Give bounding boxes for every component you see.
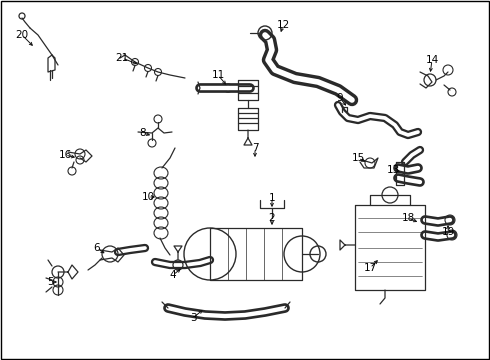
Text: 19: 19	[441, 227, 455, 237]
Text: 9: 9	[337, 93, 343, 103]
Text: 1: 1	[269, 193, 275, 203]
Text: 12: 12	[276, 20, 290, 30]
Text: 21: 21	[115, 53, 129, 63]
Text: 6: 6	[94, 243, 100, 253]
Text: 18: 18	[401, 213, 415, 223]
Text: 15: 15	[351, 153, 365, 163]
Text: 8: 8	[140, 128, 147, 138]
Text: 11: 11	[211, 70, 224, 80]
Text: 2: 2	[269, 213, 275, 223]
Text: 14: 14	[425, 55, 439, 65]
Text: 3: 3	[190, 313, 196, 323]
Text: 4: 4	[170, 270, 176, 280]
Text: 10: 10	[142, 192, 154, 202]
Text: 13: 13	[387, 165, 400, 175]
Text: 7: 7	[252, 143, 258, 153]
Text: 5: 5	[47, 277, 53, 287]
Text: 17: 17	[364, 263, 377, 273]
Text: 16: 16	[58, 150, 72, 160]
Text: 20: 20	[16, 30, 28, 40]
